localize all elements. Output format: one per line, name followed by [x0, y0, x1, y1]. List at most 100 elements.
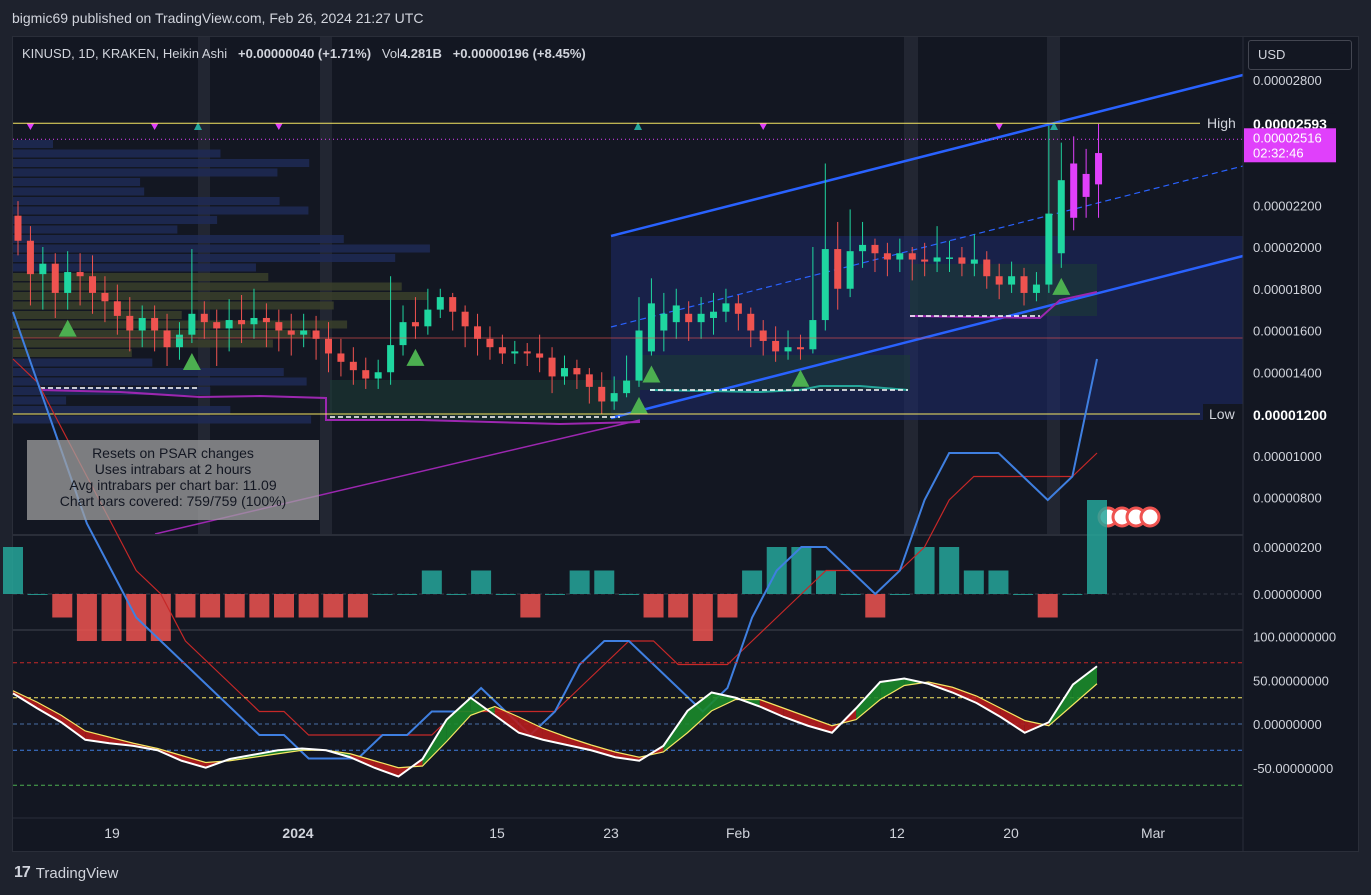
info-line-3: Avg intrabars per chart bar: 11.09 — [69, 477, 277, 493]
oscillator-fill — [591, 745, 616, 758]
candle-body — [722, 303, 730, 312]
psar-markers — [26, 122, 1071, 414]
macd-histogram-bar — [446, 594, 467, 595]
psar-down-triangle — [759, 123, 768, 130]
volume-profile-row — [13, 140, 53, 148]
volume-profile-row — [13, 216, 218, 224]
candle-body — [300, 330, 308, 335]
candle-body — [151, 317, 159, 331]
currency-selector[interactable]: USD — [1248, 40, 1352, 70]
volume-profile-row — [13, 149, 221, 158]
candle-body — [635, 330, 643, 381]
high-label-bg — [1203, 113, 1243, 134]
candle-body — [784, 347, 792, 352]
psar-down-triangle — [995, 123, 1004, 130]
time-tick-label: 15 — [489, 825, 505, 841]
candle-body — [734, 303, 742, 314]
macd-histogram-bar — [175, 594, 196, 618]
volume-profile-row — [13, 349, 132, 357]
footer-brand[interactable]: TradingView — [35, 864, 119, 882]
macd-histogram-bar — [224, 594, 245, 618]
candle-body — [1008, 276, 1016, 285]
psar-up-triangle — [642, 365, 661, 383]
currency-label: USD — [1258, 47, 1286, 62]
oscillator-fill — [615, 752, 640, 761]
oscillator-fill — [37, 702, 62, 723]
candle-body — [660, 313, 668, 331]
macd-histogram-bar — [791, 547, 812, 594]
candle-body — [449, 297, 457, 312]
candle-body — [213, 322, 221, 329]
macd-tick-label: 0.00000200 — [1253, 540, 1322, 555]
macd-histogram-bar — [963, 570, 984, 594]
time-tick-label: 2024 — [282, 825, 313, 841]
oscillator-fill — [1000, 708, 1025, 733]
candle-body — [585, 374, 593, 387]
candle-body — [995, 276, 1003, 285]
candle-body — [138, 317, 146, 331]
volume-profile-row — [13, 330, 311, 338]
event-flag-icon — [1139, 506, 1161, 528]
volume-profile-row — [13, 368, 284, 376]
volume-profile-row — [13, 273, 269, 281]
macd-tick-label: 0.00000000 — [1253, 587, 1322, 602]
candle-body — [225, 320, 233, 329]
macd-histogram-bar — [495, 594, 516, 595]
volume-profile-row — [13, 254, 396, 262]
oscillator-fill — [1072, 666, 1097, 705]
candle-body — [983, 259, 991, 277]
volume-profile-row — [13, 358, 153, 367]
volume-profile-row — [13, 406, 231, 414]
price-tick-label: 0.00002800 — [1253, 73, 1322, 88]
candle-body — [200, 313, 208, 323]
macd-histogram-bar — [76, 594, 97, 641]
volume-profile-row — [13, 159, 310, 167]
candle-body — [163, 330, 171, 348]
low-value-bg — [1246, 404, 1336, 424]
time-tick-label: 23 — [603, 825, 619, 841]
candle-body — [362, 370, 370, 379]
macd-histogram-bar — [988, 570, 1009, 594]
candle-body — [262, 317, 270, 323]
candle-body — [883, 253, 891, 260]
last-price-badge — [1244, 128, 1336, 163]
candle-body — [250, 317, 258, 325]
price-tick-label: 0.00001000 — [1253, 449, 1322, 464]
macd-histogram-bar — [742, 570, 763, 594]
oscillator-fill — [807, 717, 833, 733]
last-price-label: 0.00002516 — [1253, 130, 1322, 145]
time-axis: 19 2024 15 23 Feb 12 20 Mar — [104, 825, 1165, 841]
time-tick-label: Feb — [726, 825, 750, 841]
oscillator-fill — [856, 682, 881, 720]
candles — [14, 123, 1103, 414]
channel-upper — [610, 73, 1244, 238]
psar-up-small — [194, 122, 202, 130]
macd-histogram-bar — [643, 594, 664, 618]
candle-body — [399, 322, 407, 346]
candle-body — [337, 353, 345, 362]
candle-body — [1057, 180, 1065, 254]
tradingview-logo-icon[interactable]: 17 — [14, 864, 31, 881]
price-tick-label: 0.00002200 — [1253, 198, 1322, 213]
candle-body — [498, 347, 506, 354]
candle-body — [287, 330, 295, 335]
symbol-info[interactable]: KINUSD, 1D, KRAKEN, Heikin Ashi — [22, 46, 228, 61]
time-tick-label: 12 — [889, 825, 905, 841]
candle-body — [39, 263, 47, 275]
macd-histogram-bar — [347, 594, 368, 618]
volume-profile-row — [13, 311, 182, 319]
price-tick-label: 0.00000800 — [1253, 491, 1322, 506]
range-box — [640, 355, 910, 390]
macd-histogram-bar — [1062, 594, 1083, 595]
macd-histogram-bar — [939, 547, 960, 594]
psar-up-triangle — [1052, 277, 1071, 295]
oscillator-fill — [61, 715, 86, 740]
price-tick-label: 0.00001800 — [1253, 282, 1322, 297]
macd-pane: 0.00000200 0.00000000 — [3, 311, 1322, 760]
psar-up-triangle — [630, 396, 648, 414]
candle-body — [26, 240, 34, 275]
countdown-label: 02:32:46 — [1253, 145, 1304, 160]
macd-histogram-bar — [569, 570, 590, 594]
macd-histogram-bar — [471, 570, 492, 594]
